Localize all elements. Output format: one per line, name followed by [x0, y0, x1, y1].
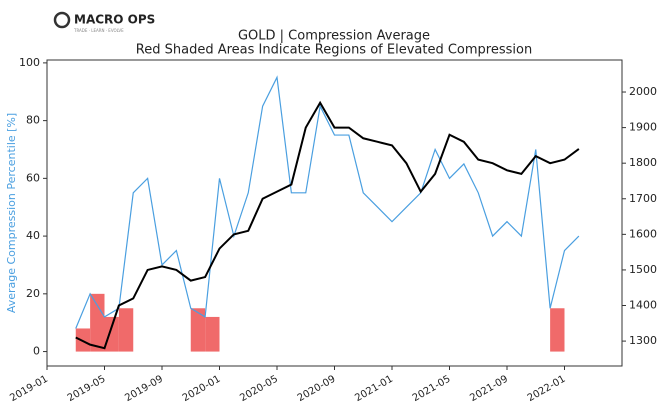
y-tick-label: 60 — [26, 171, 40, 184]
x-tick-label: 2022-01 — [526, 374, 568, 404]
logo-icon — [53, 11, 71, 29]
y2-tick-label: 1300 — [629, 334, 657, 347]
series-line — [75, 100, 580, 350]
chart-subtitle: Red Shaded Areas Indicate Regions of Ele… — [136, 43, 532, 58]
shaded-region — [190, 308, 206, 352]
x-tick-label: 2021-09 — [468, 374, 510, 404]
chart-title: GOLD | Compression Average — [238, 29, 430, 44]
y-axis-label: Average Compression Percentile [%] — [5, 113, 18, 313]
y-tick-label: 80 — [26, 114, 40, 127]
series-line — [75, 75, 580, 329]
x-tick-label: 2020-01 — [181, 374, 223, 404]
x-tick-label: 2021-01 — [353, 374, 395, 404]
y2-tick-label: 1500 — [629, 263, 657, 276]
logo-title: MACRO OPS — [74, 13, 155, 27]
y-tick-label: 100 — [19, 56, 40, 69]
x-tick-label: 2019-01 — [8, 374, 50, 404]
x-tick-label: 2019-09 — [123, 374, 165, 404]
y-tick-label: 40 — [26, 229, 40, 242]
logo-tagline: TRADE · LEARN · EVOLVE — [73, 28, 124, 33]
shaded-region — [118, 308, 134, 352]
shaded-region — [550, 308, 565, 352]
y2-tick-label: 2000 — [629, 85, 657, 98]
y2-tick-label: 1700 — [629, 192, 657, 205]
y2-tick-label: 1400 — [629, 299, 657, 312]
shaded-region — [104, 316, 119, 352]
y-tick-label: 0 — [33, 345, 40, 358]
y2-tick-label: 1800 — [629, 156, 657, 169]
x-tick-label: 2021-05 — [411, 374, 453, 404]
y-tick-label: 20 — [26, 287, 40, 300]
shaded-region — [90, 293, 105, 352]
x-tick-label: 2020-09 — [296, 374, 338, 404]
x-tick-label: 2019-05 — [66, 374, 108, 404]
y2-tick-label: 1600 — [629, 227, 657, 240]
x-tick-label: 2020-05 — [238, 374, 280, 404]
shaded-region — [205, 316, 220, 352]
y2-tick-label: 1900 — [629, 121, 657, 134]
